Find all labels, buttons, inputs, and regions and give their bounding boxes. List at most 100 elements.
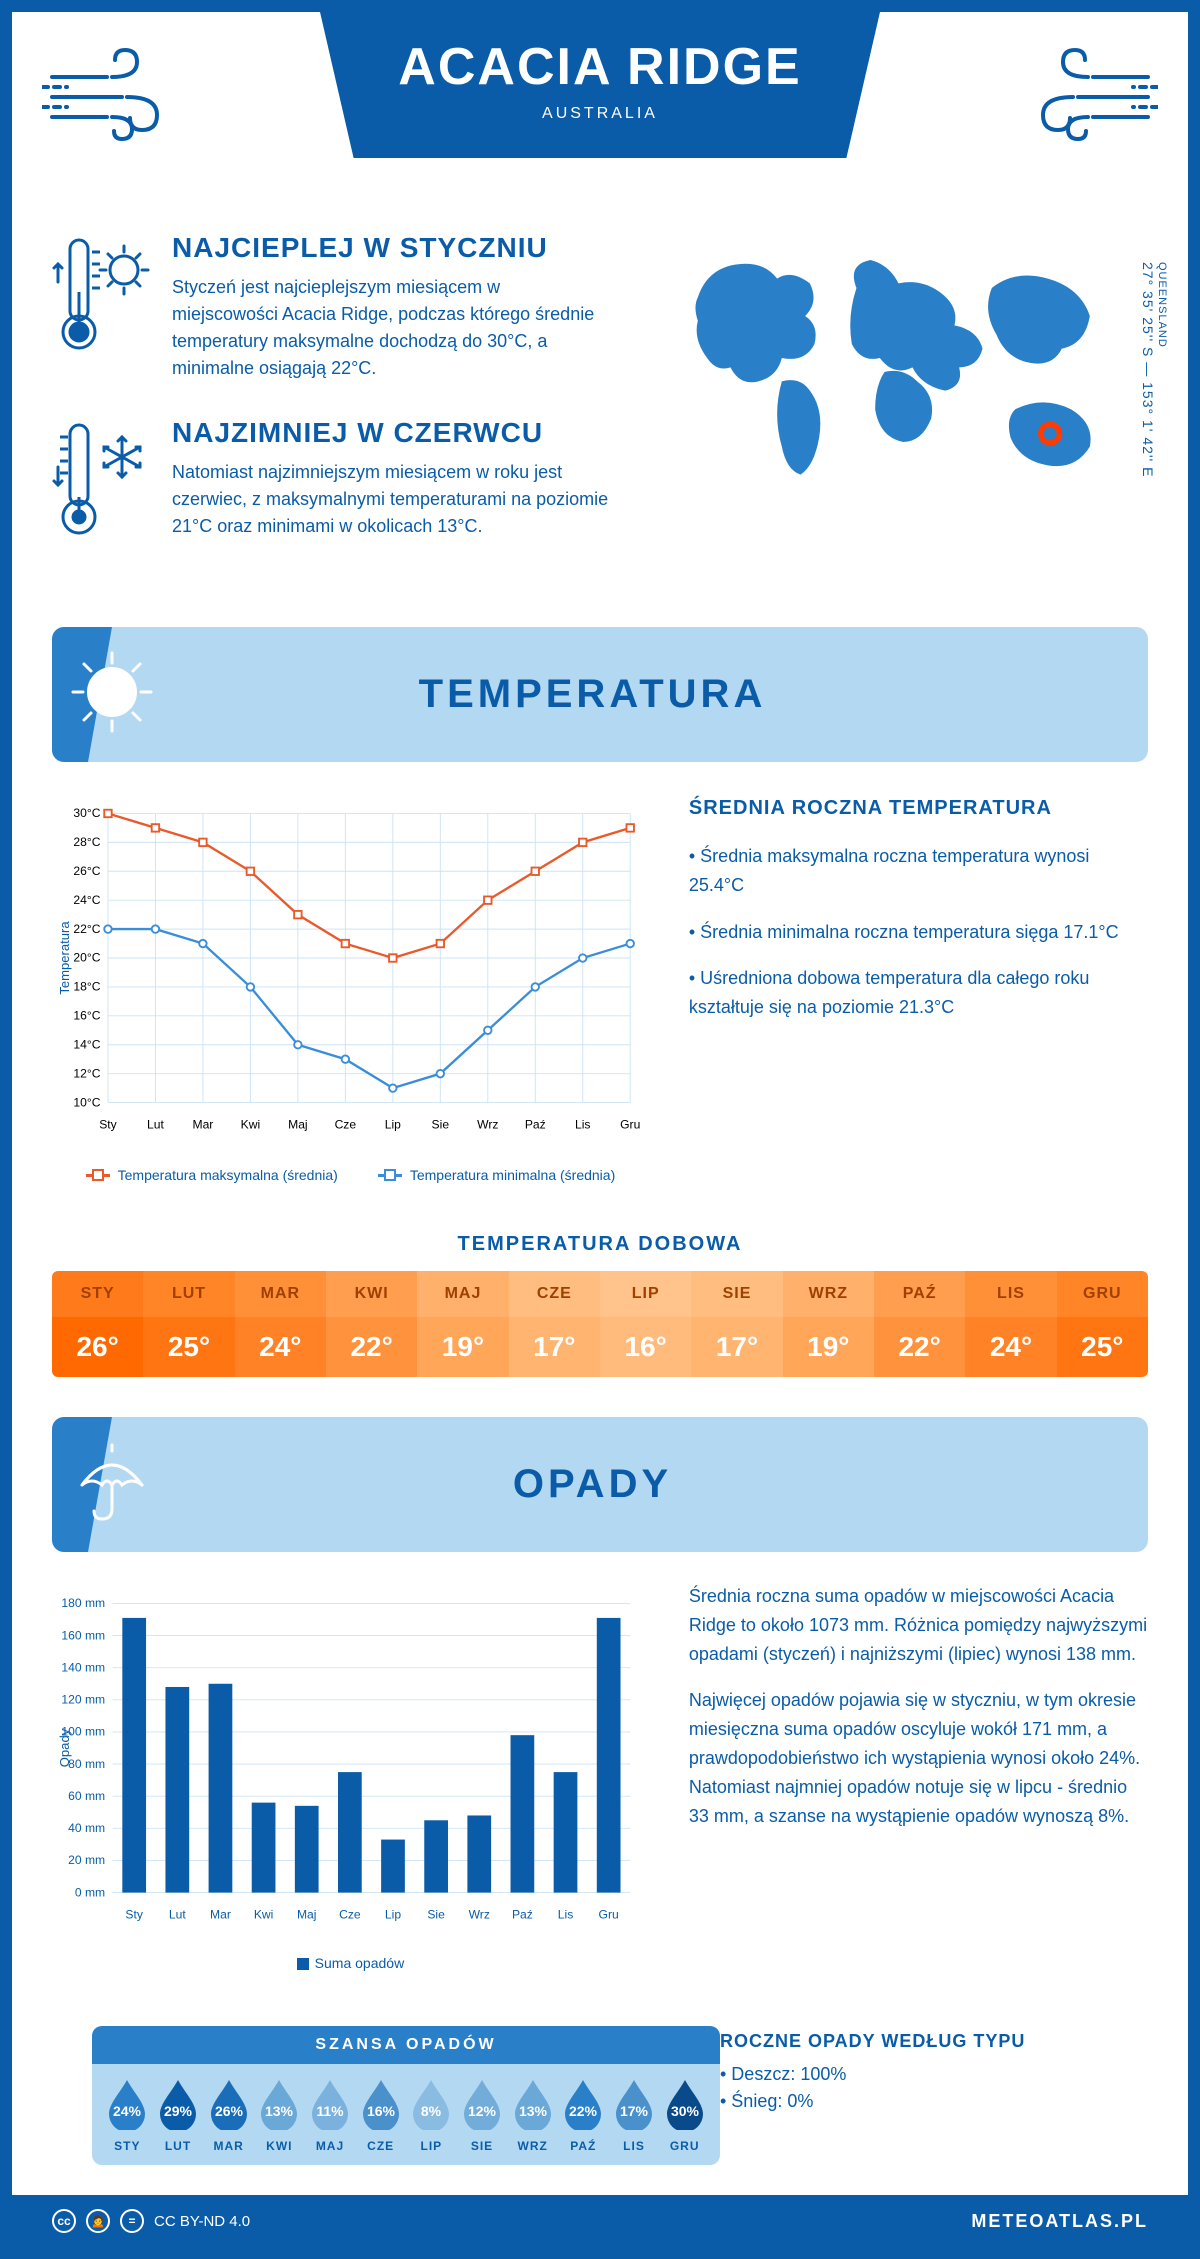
chance-drop: 11%MAJ — [305, 2076, 356, 2153]
temperature-chart: 10°C12°C14°C16°C18°C20°C22°C24°C26°C28°C… — [52, 792, 649, 1183]
fact-cold-title: NAJZIMNIEJ W CZERWCU — [172, 417, 610, 449]
sun-icon — [67, 647, 157, 742]
world-map-panel: QUEENSLAND 27° 35' 25'' S — 153° 1' 42''… — [640, 232, 1148, 587]
page-title: ACACIA RIDGE — [380, 37, 820, 97]
svg-text:Sty: Sty — [99, 1118, 117, 1132]
svg-text:16%: 16% — [367, 2103, 396, 2119]
svg-text:13%: 13% — [265, 2103, 294, 2119]
svg-text:180 mm: 180 mm — [61, 1596, 105, 1610]
svg-text:Paź: Paź — [512, 1908, 533, 1922]
precip-type-item: • Deszcz: 100% — [720, 2064, 1148, 2085]
chance-drop: 16%CZE — [355, 2076, 406, 2153]
svg-text:Sty: Sty — [125, 1908, 143, 1922]
daily-header: KWI — [326, 1271, 417, 1317]
chance-drop: 24%STY — [102, 2076, 153, 2153]
svg-text:Paź: Paź — [525, 1118, 546, 1132]
fact-warm-text: Styczeń jest najcieplejszym miesiącem w … — [172, 274, 610, 382]
svg-text:40 mm: 40 mm — [68, 1821, 105, 1835]
chance-drop: 26%MAR — [203, 2076, 254, 2153]
brand-label: METEOATLAS.PL — [971, 2211, 1148, 2232]
daily-header: MAJ — [417, 1271, 508, 1317]
svg-text:10°C: 10°C — [73, 1095, 100, 1109]
precip-type-title: ROCZNE OPADY WEDŁUG TYPU — [720, 2031, 1148, 2052]
chance-drop: 13%WRZ — [507, 2076, 558, 2153]
svg-text:60 mm: 60 mm — [68, 1789, 105, 1803]
svg-text:22°C: 22°C — [73, 922, 100, 936]
svg-text:13%: 13% — [519, 2103, 548, 2119]
daily-header: LUT — [143, 1271, 234, 1317]
daily-value: 19° — [417, 1317, 508, 1377]
svg-text:12%: 12% — [468, 2103, 497, 2119]
svg-text:Lip: Lip — [385, 1908, 401, 1922]
legend-min: Temperatura minimalna (średnia) — [410, 1167, 615, 1183]
daily-value: 16° — [600, 1317, 691, 1377]
svg-text:Mar: Mar — [192, 1118, 213, 1132]
precip-text-1: Średnia roczna suma opadów w miejscowośc… — [689, 1582, 1148, 1668]
svg-text:Wrz: Wrz — [477, 1118, 498, 1132]
precip-body: 0 mm20 mm40 mm60 mm80 mm100 mm120 mm140 … — [12, 1582, 1188, 2001]
svg-text:Kwi: Kwi — [241, 1118, 261, 1132]
svg-text:22%: 22% — [569, 2103, 598, 2119]
svg-text:Maj: Maj — [297, 1908, 317, 1922]
daily-value: 22° — [874, 1317, 965, 1377]
svg-text:29%: 29% — [164, 2103, 193, 2119]
svg-text:11%: 11% — [316, 2103, 344, 2119]
temp-side-item: • Średnia minimalna roczna temperatura s… — [689, 918, 1148, 947]
svg-text:Opady: Opady — [57, 1728, 72, 1767]
precip-text-2: Najwięcej opadów pojawia się w styczniu,… — [689, 1686, 1148, 1830]
license-text: CC BY-ND 4.0 — [154, 2213, 250, 2230]
header: ACACIA RIDGE AUSTRALIA — [12, 12, 1188, 232]
chance-drop: 13%KWI — [254, 2076, 305, 2153]
section-title-temperature: TEMPERATURA — [182, 672, 1123, 717]
temperature-summary: ŚREDNIA ROCZNA TEMPERATURA • Średnia mak… — [689, 792, 1148, 1183]
world-map-icon — [640, 232, 1148, 512]
svg-text:Cze: Cze — [335, 1118, 357, 1132]
page: ACACIA RIDGE AUSTRALIA — [0, 0, 1200, 2259]
daily-header: STY — [52, 1271, 143, 1317]
svg-text:24°C: 24°C — [73, 893, 100, 907]
daily-header: MAR — [235, 1271, 326, 1317]
svg-text:80 mm: 80 mm — [68, 1757, 105, 1771]
precip-lower: SZANSA OPADÓW 24%STY29%LUT26%MAR13%KWI11… — [12, 2001, 1188, 2195]
title-banner: ACACIA RIDGE AUSTRALIA — [320, 12, 880, 158]
svg-text:160 mm: 160 mm — [61, 1628, 105, 1642]
svg-text:30%: 30% — [671, 2103, 700, 2119]
svg-text:Sie: Sie — [427, 1908, 445, 1922]
chance-drop: 8%LIP — [406, 2076, 457, 2153]
svg-text:16°C: 16°C — [73, 1009, 100, 1023]
wind-icon-right — [1008, 42, 1158, 157]
legend-max: Temperatura maksymalna (średnia) — [118, 1167, 338, 1183]
by-icon: 🙍 — [86, 2209, 110, 2233]
daily-value: 26° — [52, 1317, 143, 1377]
svg-text:18°C: 18°C — [73, 980, 100, 994]
chance-drop: 30%GRU — [659, 2076, 710, 2153]
fact-cold: NAJZIMNIEJ W CZERWCU Natomiast najzimnie… — [52, 417, 610, 552]
svg-text:Lut: Lut — [169, 1908, 186, 1922]
daily-value: 19° — [783, 1317, 874, 1377]
intro-section: NAJCIEPLEJ W STYCZNIU Styczeń jest najci… — [12, 232, 1188, 617]
precip-legend-label: Suma opadów — [315, 1955, 405, 1971]
daily-value: 17° — [691, 1317, 782, 1377]
chance-drop: 12%SIE — [457, 2076, 508, 2153]
daily-value: 24° — [235, 1317, 326, 1377]
daily-value: 22° — [326, 1317, 417, 1377]
svg-text:Kwi: Kwi — [254, 1908, 274, 1922]
daily-value: 25° — [1057, 1317, 1148, 1377]
svg-text:20 mm: 20 mm — [68, 1853, 105, 1867]
svg-text:28°C: 28°C — [73, 835, 100, 849]
temperature-legend: Temperatura maksymalna (średnia) Tempera… — [52, 1167, 649, 1183]
chance-drop: 22%PAŹ — [558, 2076, 609, 2153]
daily-header: SIE — [691, 1271, 782, 1317]
thermometer-sun-icon — [52, 232, 152, 382]
temp-side-item: • Średnia maksymalna roczna temperatura … — [689, 842, 1148, 900]
svg-text:Lut: Lut — [147, 1118, 164, 1132]
precip-type-item: • Śnieg: 0% — [720, 2091, 1148, 2112]
svg-text:12°C: 12°C — [73, 1066, 100, 1080]
thermometer-snow-icon — [52, 417, 152, 552]
page-subtitle: AUSTRALIA — [380, 105, 820, 123]
chance-drop: 29%LUT — [153, 2076, 204, 2153]
svg-text:120 mm: 120 mm — [61, 1693, 105, 1707]
daily-header: LIP — [600, 1271, 691, 1317]
svg-text:26°C: 26°C — [73, 864, 100, 878]
daily-temp-table: STYLUTMARKWIMAJCZELIPSIEWRZPAŹLISGRU26°2… — [52, 1271, 1148, 1377]
